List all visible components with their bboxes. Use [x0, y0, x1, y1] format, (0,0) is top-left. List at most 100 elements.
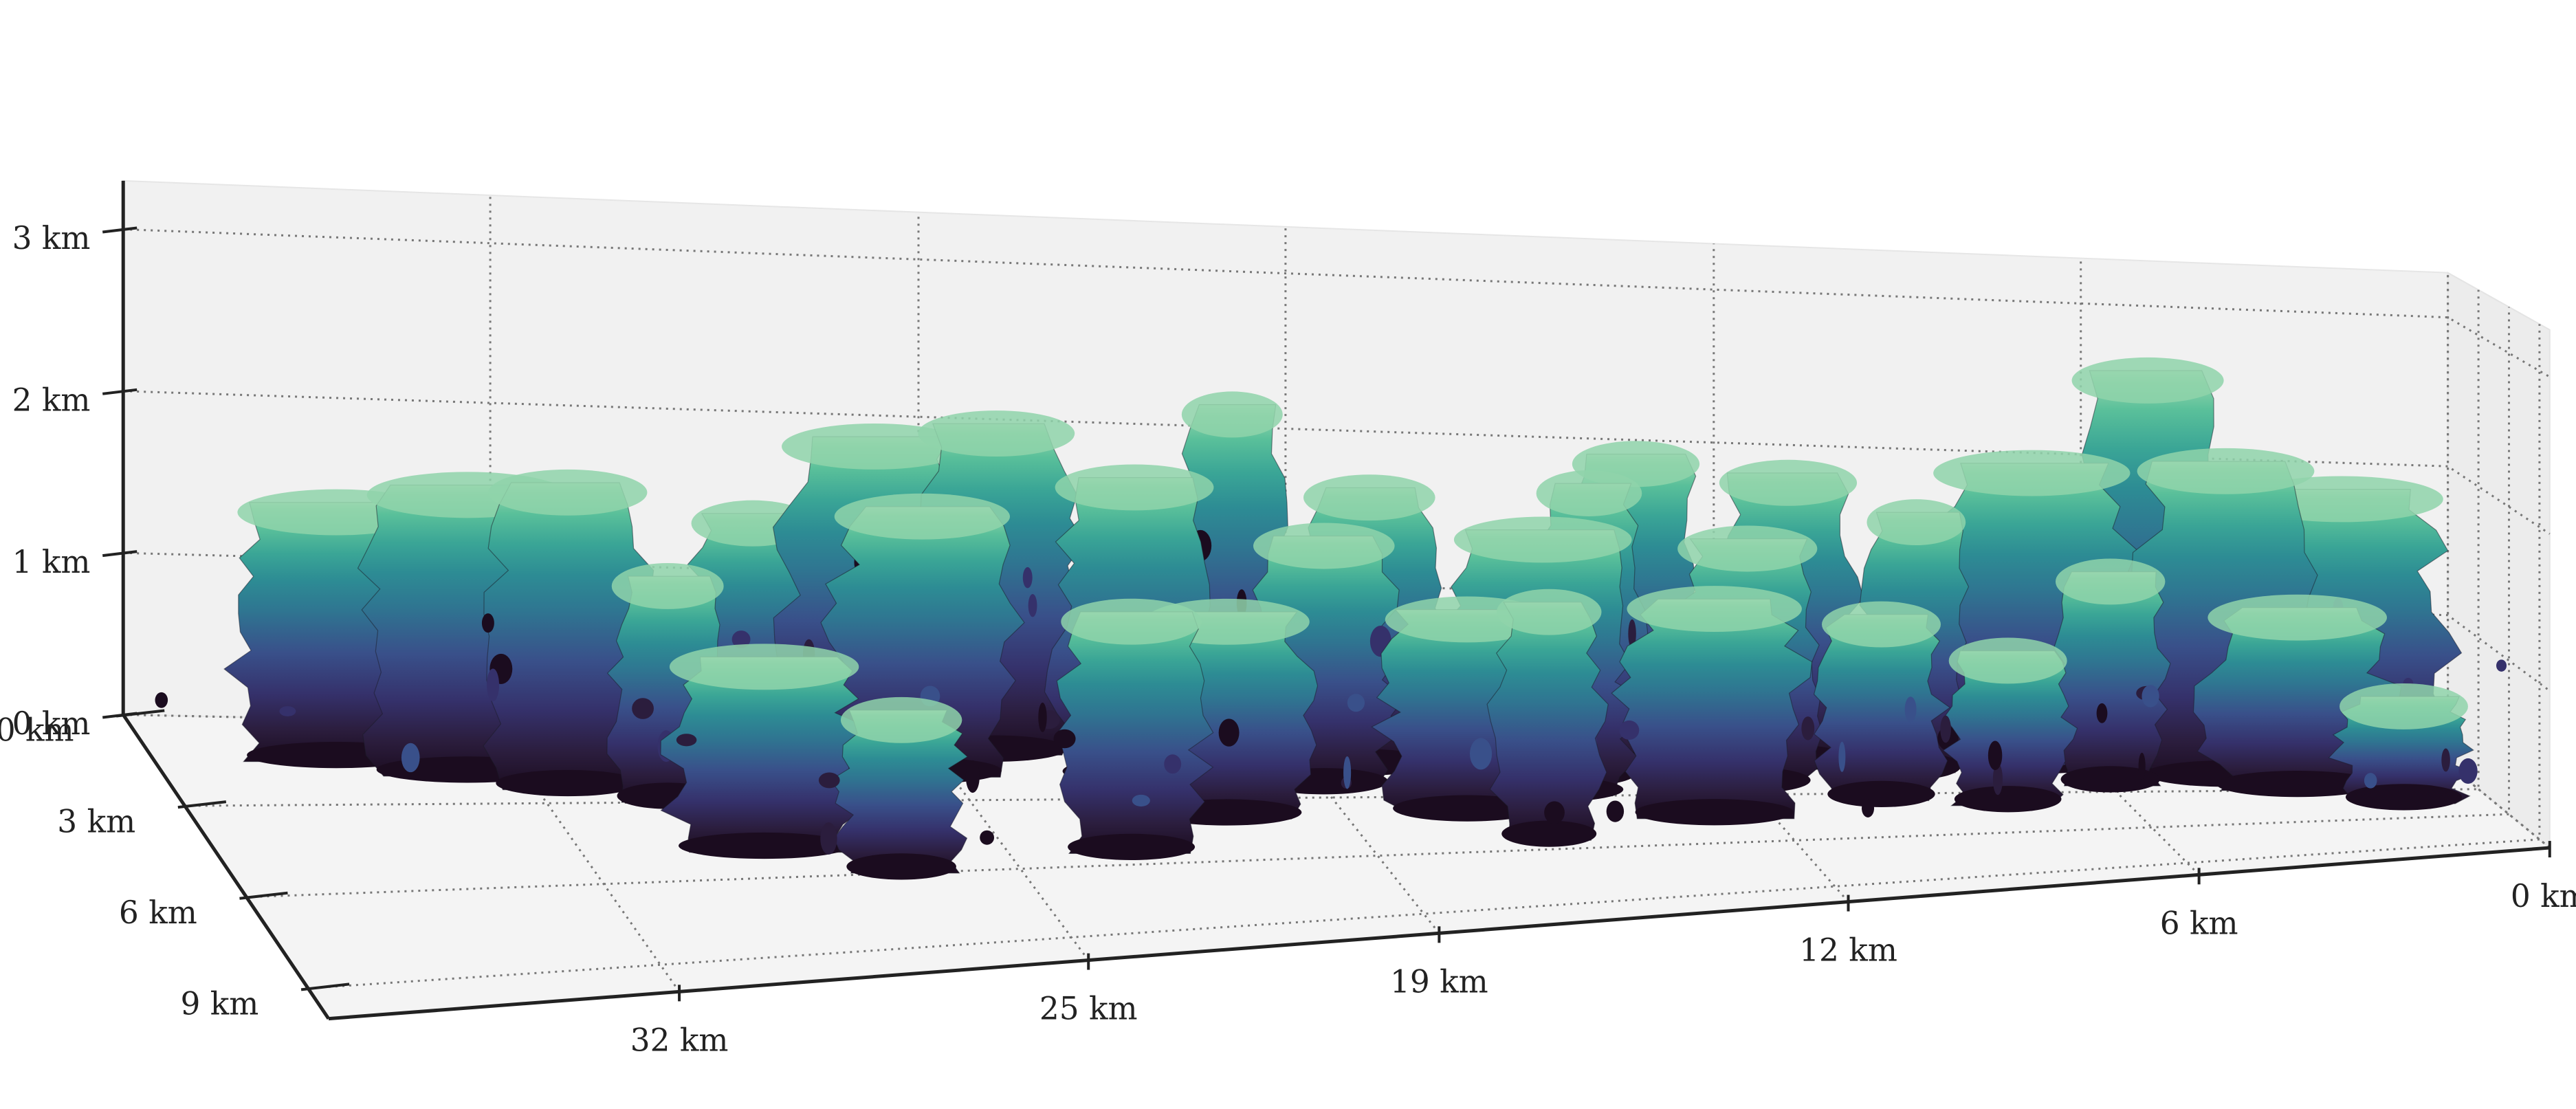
- cloud-tower: [2328, 683, 2478, 811]
- cloud-fragment: [481, 613, 494, 633]
- cloud-base: [1827, 780, 1935, 808]
- cloud-fragment: [1347, 694, 1365, 712]
- cloud-fragment: [1940, 715, 1951, 743]
- cloud-cap: [1948, 637, 2067, 684]
- cloud-fragment: [2458, 758, 2478, 784]
- cloud-tower: [1053, 598, 1214, 860]
- cloud-cap: [918, 410, 1075, 457]
- z-tick-mark: [102, 226, 137, 234]
- cloud-tower: [481, 469, 661, 797]
- cloud-tower: [1469, 589, 1640, 847]
- cloud-cap: [1181, 391, 1283, 438]
- x-tick-label: 6 km: [2160, 905, 2238, 941]
- cloud-base: [1501, 820, 1597, 847]
- cloud-fragment: [1801, 716, 1815, 740]
- cloud-base: [1635, 799, 1794, 826]
- y-tick-label: 6 km: [119, 894, 197, 931]
- x-tick-label: 32 km: [630, 1022, 729, 1058]
- cloud-fragment: [1053, 729, 1076, 749]
- cloud-fragment: [155, 692, 168, 708]
- cloud-cap: [1627, 586, 1802, 633]
- y-tick-label: 9 km: [181, 986, 259, 1022]
- cloud-base: [1068, 833, 1196, 860]
- y-axis-line: [122, 714, 331, 1020]
- cloud-cap: [2071, 357, 2224, 404]
- cloud-tower: [2009, 558, 2171, 793]
- cloud-fragment: [965, 760, 980, 793]
- y-tick-mark: [300, 982, 350, 991]
- x-tick-label: 19 km: [1390, 963, 1488, 1000]
- y-tick-mark: [177, 800, 227, 809]
- tick-labels: 32 km 25 km 19 km 12 km 6 km 0 km 0 km 3 km 6 km…: [0, 220, 2576, 1058]
- cloud-base: [1954, 786, 2062, 813]
- cloud-cap: [488, 469, 648, 516]
- cloud-base: [2060, 766, 2160, 793]
- x-tick-label: 12 km: [1799, 932, 1897, 969]
- cloud-cap: [1303, 474, 1435, 521]
- cloud-base: [846, 853, 956, 880]
- cloud-fragment: [2138, 752, 2146, 780]
- cloud-fragment: [2364, 773, 2377, 789]
- cloud-fragment: [632, 698, 654, 719]
- cloud-tower: [1940, 637, 2078, 813]
- cloud-fragment: [1038, 702, 1047, 732]
- y-tick-label: 3 km: [57, 803, 135, 839]
- cloud-cap: [611, 563, 724, 609]
- cloud-cap: [1719, 459, 1858, 506]
- cloud-base: [679, 832, 850, 859]
- cloud-fragment: [1606, 800, 1625, 822]
- cloud-cap: [2055, 558, 2166, 605]
- cloud-body: [1056, 611, 1214, 855]
- cloud-base: [2216, 771, 2379, 798]
- z-tick-mark: [102, 712, 137, 719]
- z-tick-label: 3 km: [12, 220, 91, 256]
- cloud-fragment: [1028, 594, 1037, 617]
- cloud-fragment: [1132, 794, 1150, 806]
- z-grid-line: [123, 551, 2551, 692]
- cloud-cap: [1496, 589, 1602, 635]
- cloud-fragment: [1838, 741, 1846, 772]
- cloud-cap: [1061, 598, 1202, 645]
- cloud-cap: [1933, 450, 2131, 496]
- cloud-fragment: [1904, 696, 1917, 723]
- y-tick-mark: [239, 891, 288, 900]
- z-tick-mark: [102, 550, 137, 558]
- cloud-fragment: [1544, 801, 1565, 824]
- cloud-fragment: [2142, 685, 2159, 707]
- x-tick-label: 25 km: [1039, 991, 1138, 1027]
- cloud-fragment: [980, 830, 995, 845]
- cloud-tower: [660, 644, 935, 859]
- cloud-cap: [2208, 594, 2387, 641]
- cloud-fragment: [818, 772, 840, 789]
- cloud-base: [2345, 784, 2463, 811]
- cloud-fragment: [2096, 703, 2108, 723]
- cloud-cap: [1821, 601, 1941, 648]
- z-grid-line: [123, 390, 2551, 535]
- cloud-fragment: [676, 734, 697, 747]
- z-tick-label: 1 km: [12, 544, 91, 580]
- cloud-cap: [840, 696, 962, 743]
- z-tick-mark: [102, 388, 137, 395]
- z-tick-label: 0 km: [12, 705, 91, 742]
- cloud-cap: [2340, 683, 2468, 729]
- cloud-cap: [1453, 516, 1632, 563]
- cloud-fragment: [487, 668, 500, 702]
- x-tick-label: 0 km: [2511, 878, 2576, 914]
- cloud-fragment: [1862, 799, 1875, 817]
- cloud-cap: [1536, 470, 1642, 516]
- cloud-base: [496, 769, 640, 797]
- cloud-fragment: [1022, 567, 1033, 589]
- cloud-cap: [1253, 523, 1395, 569]
- cloud-cap: [1867, 499, 1966, 546]
- y-grid-line: [308, 324, 2541, 989]
- cloud-fragment: [1343, 756, 1352, 789]
- cloud-cap: [669, 644, 859, 690]
- cloud-fragment: [1628, 619, 1636, 648]
- cloud-fragment: [1988, 740, 2003, 771]
- cloud-tower: [1554, 586, 1875, 826]
- cloud-tower: [818, 696, 995, 880]
- cloud-cap: [2137, 448, 2315, 494]
- cloud-cap: [1055, 464, 1214, 511]
- cloud-fragment: [731, 630, 751, 648]
